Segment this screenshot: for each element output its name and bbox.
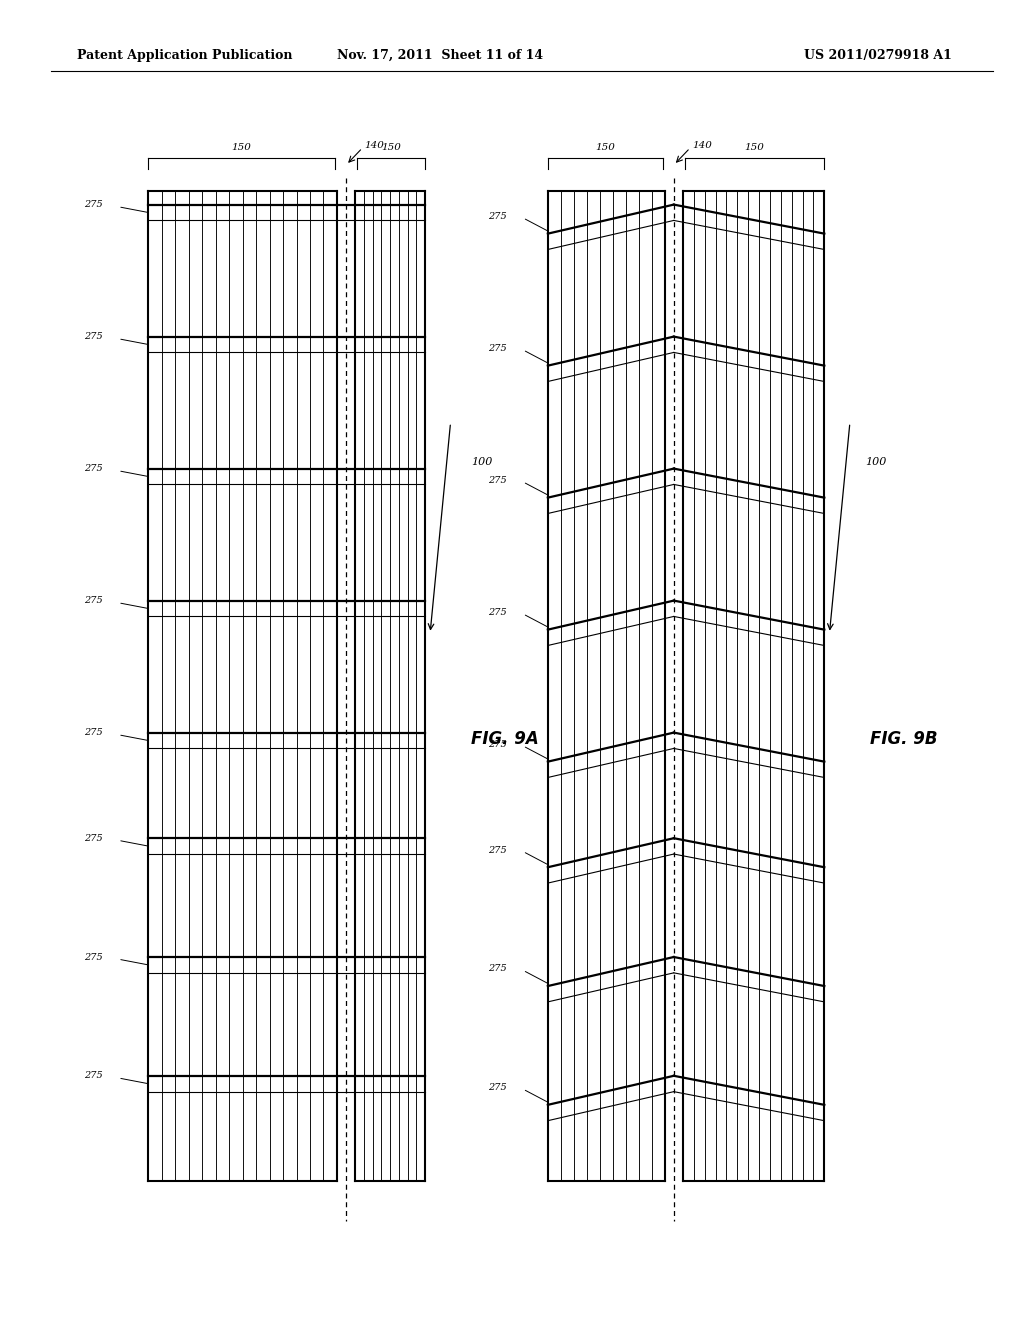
Text: 150: 150 xyxy=(595,143,615,152)
Text: 100: 100 xyxy=(471,457,493,467)
Text: 150: 150 xyxy=(231,143,252,152)
Text: 275: 275 xyxy=(84,333,102,341)
Text: Patent Application Publication: Patent Application Publication xyxy=(77,49,292,62)
Text: 275: 275 xyxy=(488,965,507,973)
Text: 275: 275 xyxy=(84,834,102,842)
Text: 275: 275 xyxy=(84,1072,102,1080)
Text: 275: 275 xyxy=(488,846,507,854)
Text: 275: 275 xyxy=(488,345,507,352)
Text: FIG. 9A: FIG. 9A xyxy=(471,730,539,748)
Text: 275: 275 xyxy=(488,609,507,616)
Text: 275: 275 xyxy=(488,741,507,748)
Text: 275: 275 xyxy=(84,201,102,209)
Text: 275: 275 xyxy=(84,729,102,737)
Text: 275: 275 xyxy=(488,213,507,220)
Text: 275: 275 xyxy=(84,465,102,473)
Text: US 2011/0279918 A1: US 2011/0279918 A1 xyxy=(805,49,952,62)
Text: FIG. 9B: FIG. 9B xyxy=(870,730,938,748)
Text: 150: 150 xyxy=(744,143,765,152)
Text: 140: 140 xyxy=(692,141,712,149)
Text: 100: 100 xyxy=(865,457,887,467)
Text: Nov. 17, 2011  Sheet 11 of 14: Nov. 17, 2011 Sheet 11 of 14 xyxy=(337,49,544,62)
Text: 275: 275 xyxy=(488,477,507,484)
Text: 275: 275 xyxy=(84,597,102,605)
Text: 275: 275 xyxy=(84,953,102,961)
Text: 140: 140 xyxy=(365,141,384,149)
Text: 275: 275 xyxy=(488,1084,507,1092)
Text: 150: 150 xyxy=(381,143,401,152)
